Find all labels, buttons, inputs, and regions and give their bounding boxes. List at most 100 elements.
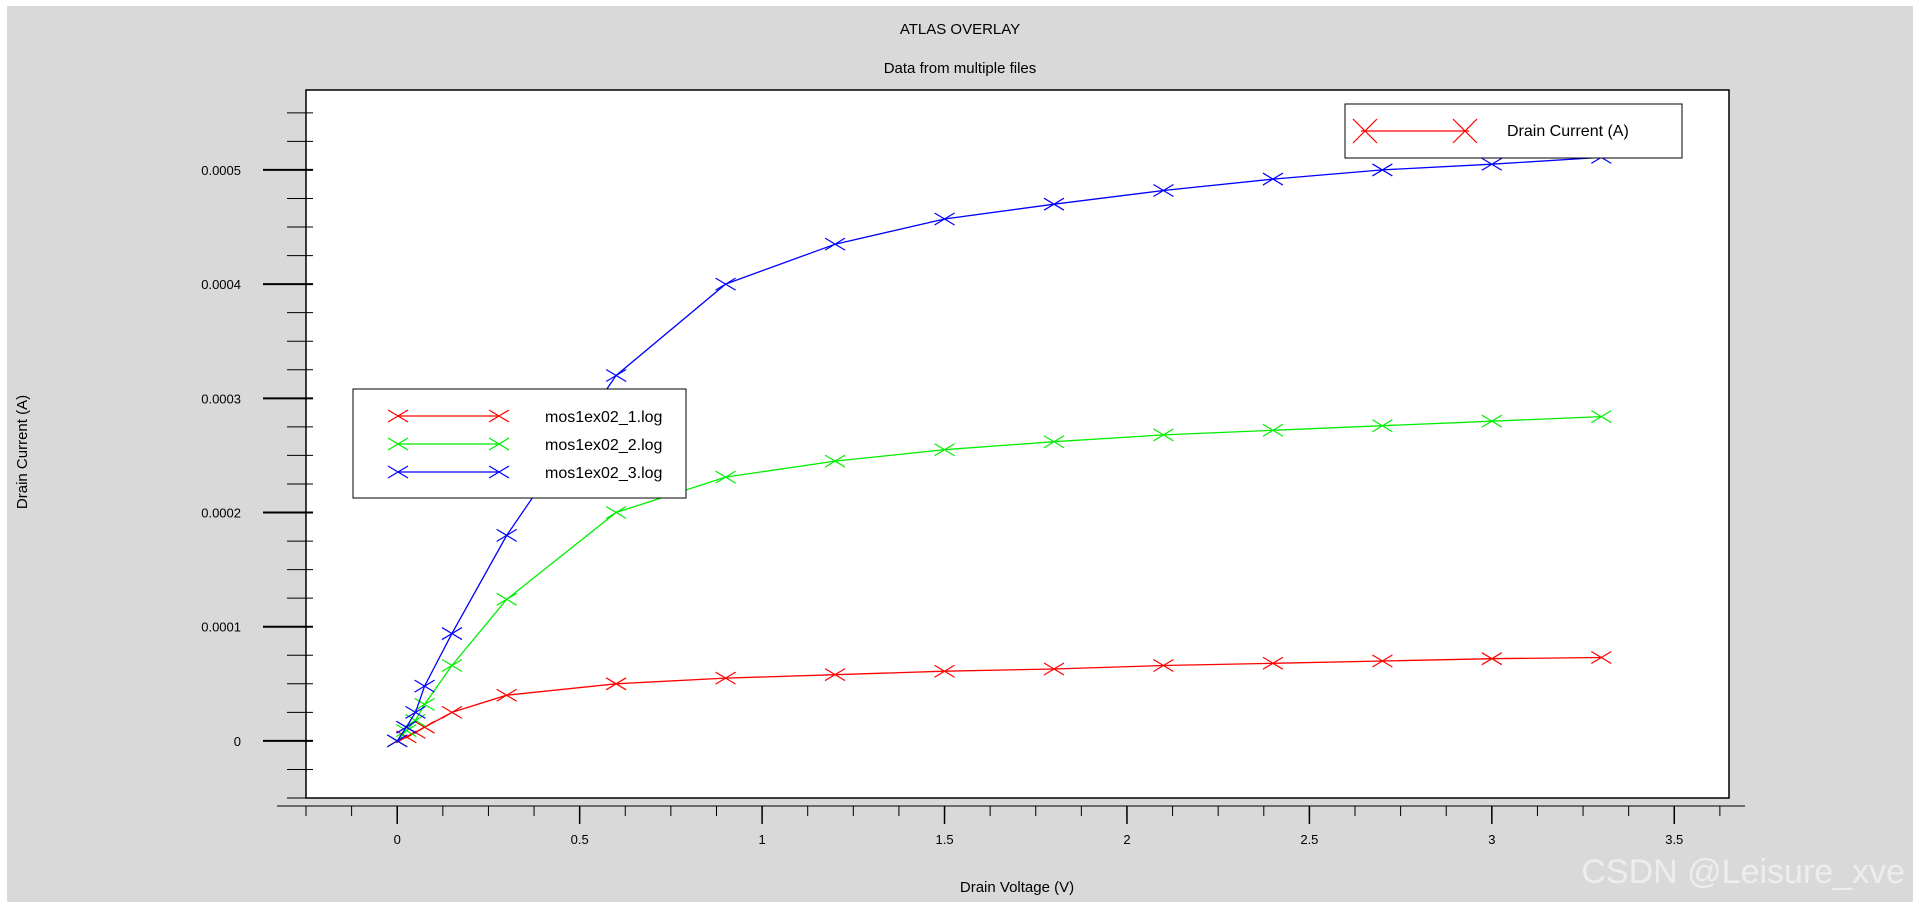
legend-entry-marker bbox=[387, 409, 409, 423]
chart-title: ATLAS OVERLAY bbox=[900, 21, 1020, 38]
series-point-marker-3 bbox=[414, 679, 435, 693]
series-point-marker-1 bbox=[715, 671, 736, 685]
marker-stroke bbox=[396, 720, 417, 734]
series-point-marker-1 bbox=[1262, 656, 1284, 670]
marker-stroke bbox=[441, 627, 463, 641]
series-point-marker-1 bbox=[1481, 652, 1503, 666]
watermark: CSDN @Leisure_xve bbox=[1581, 853, 1905, 891]
series-point-marker-1 bbox=[605, 677, 627, 691]
y-axis-label: Drain Current (A) bbox=[14, 395, 31, 509]
series-point-marker-2 bbox=[414, 697, 435, 711]
series-point-marker-2 bbox=[496, 592, 517, 606]
series-point-marker-2 bbox=[715, 470, 736, 484]
series-point-marker-3 bbox=[405, 705, 426, 719]
series-line-3 bbox=[396, 156, 1602, 742]
series-line-2 bbox=[396, 415, 1602, 742]
series-point-marker-2 bbox=[1262, 423, 1284, 437]
marker-stroke bbox=[405, 705, 426, 719]
x-tick-label: 3 bbox=[1488, 832, 1495, 847]
series-point-marker-3 bbox=[1153, 183, 1174, 198]
series-point-marker-1 bbox=[824, 668, 846, 682]
marker-stroke bbox=[824, 237, 846, 251]
x-tick-label: 1 bbox=[758, 832, 765, 847]
x-tick-label: 0.5 bbox=[571, 832, 589, 847]
marker-stroke bbox=[1372, 654, 1393, 668]
x-tick-label: 0 bbox=[394, 832, 401, 847]
legend-files-entry: mos1ex02_1.log bbox=[387, 409, 662, 426]
series-point-marker-1 bbox=[396, 730, 417, 744]
marker-stroke bbox=[824, 454, 846, 468]
y-tick-label: 0.0005 bbox=[201, 163, 241, 178]
series-point-marker-1 bbox=[1590, 651, 1612, 665]
legend-files-items: mos1ex02_1.log mos1ex02_2.log mos1ex02_3.l… bbox=[387, 409, 662, 482]
marker-stroke bbox=[496, 592, 517, 606]
marker-stroke bbox=[1043, 435, 1065, 449]
marker-stroke bbox=[1481, 414, 1503, 428]
marker-stroke bbox=[934, 212, 955, 226]
series-point-marker-1 bbox=[934, 664, 955, 678]
x-tick-label: 1.5 bbox=[935, 832, 953, 847]
series-point-marker-3 bbox=[605, 368, 627, 382]
series-point-marker-2 bbox=[824, 454, 846, 468]
legend-quantity-label: Drain Current (A) bbox=[1507, 123, 1629, 140]
series-point-marker-2 bbox=[1590, 410, 1612, 424]
marker-stroke bbox=[1372, 419, 1393, 433]
series-point-marker-3 bbox=[396, 720, 417, 734]
marker-stroke bbox=[386, 734, 408, 748]
marker-stroke bbox=[1590, 410, 1612, 424]
series-point-marker-1 bbox=[1153, 659, 1174, 673]
y-tick-label: 0.0001 bbox=[201, 620, 241, 635]
chart-window: ATLAS OVERLAY Data from multiple files D… bbox=[7, 6, 1913, 902]
legend-quantity-marker-left bbox=[1352, 118, 1378, 144]
legend-entry-marker bbox=[488, 409, 510, 423]
series-point-marker-1 bbox=[441, 705, 463, 719]
marker-stroke bbox=[1481, 652, 1503, 666]
y-tick-label: 0.0004 bbox=[201, 277, 241, 292]
marker-stroke bbox=[441, 705, 463, 719]
marker-stroke bbox=[396, 724, 417, 738]
series-point-marker-2 bbox=[441, 659, 463, 673]
marker-stroke bbox=[1043, 662, 1065, 676]
marker-stroke bbox=[1262, 656, 1284, 670]
series-point-marker-3 bbox=[1043, 197, 1065, 211]
y-tick-label: 0.0002 bbox=[201, 506, 241, 521]
legend-entry-marker bbox=[488, 437, 510, 451]
series-point-marker-2 bbox=[1481, 414, 1503, 428]
marker-stroke bbox=[605, 506, 627, 520]
series-point-marker-3 bbox=[1372, 163, 1393, 177]
series-point-marker-2 bbox=[934, 443, 955, 457]
legend-entry-marker bbox=[488, 465, 510, 479]
series-layer bbox=[386, 150, 1612, 748]
marker-stroke bbox=[1262, 172, 1284, 186]
chart-canvas: ATLAS OVERLAY Data from multiple files D… bbox=[14, 21, 1745, 896]
legend-quantity: Drain Current (A) bbox=[1344, 103, 1683, 159]
series-point-marker-2 bbox=[1153, 428, 1174, 442]
marker-stroke bbox=[1043, 197, 1065, 211]
marker-stroke bbox=[414, 679, 435, 693]
legend-files-entry: mos1ex02_3.log bbox=[387, 465, 662, 482]
series-point-marker-1 bbox=[1372, 654, 1393, 668]
marker-stroke bbox=[1590, 651, 1612, 665]
marker-stroke bbox=[414, 697, 435, 711]
marker-stroke bbox=[715, 671, 736, 685]
x-axis: 0 0.5 1 1.5 2 2.5 3 3.5 bbox=[277, 805, 1745, 847]
legend-entry-label: mos1ex02_1.log bbox=[545, 409, 662, 426]
marker-stroke bbox=[715, 470, 736, 484]
marker-stroke bbox=[934, 664, 955, 678]
y-tick-label: 0 bbox=[234, 734, 241, 749]
y-axis: 0 0.0001 0.0002 0.0003 0.0004 0.0005 bbox=[201, 112, 313, 799]
marker-stroke bbox=[1481, 157, 1503, 171]
series-point-marker-3 bbox=[715, 277, 736, 291]
legend-entry-label: mos1ex02_3.log bbox=[545, 465, 662, 482]
chart-subtitle: Data from multiple files bbox=[884, 60, 1037, 77]
series-point-marker-3 bbox=[386, 734, 408, 748]
series-point-marker-3 bbox=[441, 627, 463, 641]
marker-stroke bbox=[1262, 423, 1284, 437]
marker-stroke bbox=[824, 668, 846, 682]
series-point-marker-3 bbox=[1481, 157, 1503, 171]
marker-stroke bbox=[934, 443, 955, 457]
legend-files-entry: mos1ex02_2.log bbox=[387, 437, 662, 454]
series-point-marker-1 bbox=[1043, 662, 1065, 676]
x-tick-label: 3.5 bbox=[1665, 832, 1683, 847]
marker-stroke bbox=[1153, 428, 1174, 442]
